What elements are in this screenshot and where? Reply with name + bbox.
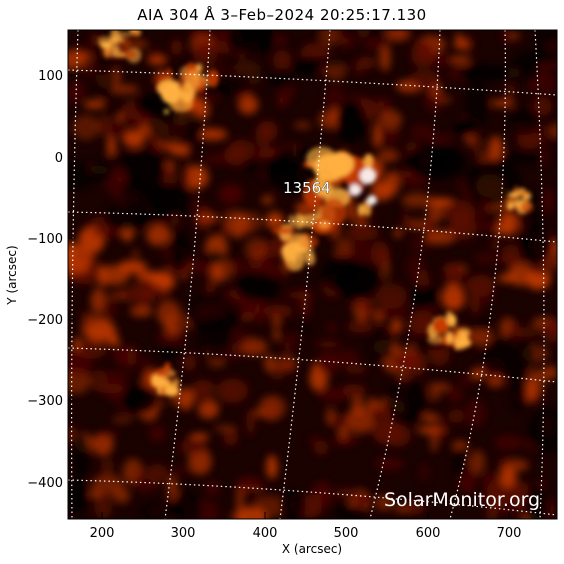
image-title: AIA 304 Å 3–Feb–2024 20:25:17.130 bbox=[137, 6, 427, 24]
x-axis-ticks bbox=[101, 512, 510, 519]
y-tick-label: −100 bbox=[27, 232, 63, 247]
y-tick-label: −200 bbox=[27, 313, 63, 328]
x-tick-label: 500 bbox=[334, 526, 359, 541]
active-region-label: 13564 bbox=[283, 179, 331, 197]
sun-image bbox=[68, 30, 557, 519]
y-axis-ticks bbox=[68, 74, 75, 483]
x-tick-label: 300 bbox=[171, 526, 196, 541]
x-tick-label: 200 bbox=[90, 526, 115, 541]
y-tick-label: −400 bbox=[27, 476, 63, 491]
x-tick-label: 400 bbox=[253, 526, 278, 541]
y-tick-label: 100 bbox=[38, 69, 63, 84]
x-axis-label: X (arcsec) bbox=[282, 542, 342, 556]
x-tick-label: 700 bbox=[497, 526, 522, 541]
heliographic-grid bbox=[68, 30, 557, 519]
watermark: SolarMonitor.org bbox=[384, 489, 540, 511]
y-tick-label: −300 bbox=[27, 394, 63, 409]
plot-frame bbox=[67, 29, 558, 520]
x-tick-label: 600 bbox=[416, 526, 441, 541]
y-tick-label: 0 bbox=[55, 151, 63, 166]
y-axis-label: Y (arcsec) bbox=[5, 245, 19, 305]
